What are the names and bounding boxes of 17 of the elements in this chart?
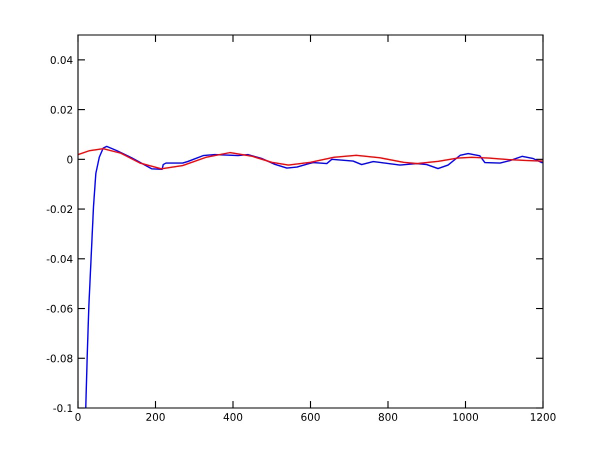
y-tick-label: -0.02 [46, 205, 72, 214]
line-series [78, 148, 543, 170]
y-tick-label: -0.1 [53, 404, 72, 412]
x-tick-label: 0 [75, 413, 81, 421]
y-tick-label: -0.06 [46, 304, 72, 313]
x-tick-label: 800 [378, 413, 398, 421]
y-tick-label: -0.08 [46, 354, 72, 362]
y-tick-label: -0.04 [46, 255, 73, 263]
x-tick-label: 1000 [453, 413, 478, 421]
x-tick-label: 400 [224, 413, 242, 421]
x-tick-label: 1200 [530, 413, 556, 421]
y-tick-label: 0.02 [50, 106, 72, 114]
y-tick-label: 0.04 [50, 56, 73, 64]
line-series [85, 146, 543, 408]
x-tick-label: 600 [301, 413, 320, 421]
y-tick-label: 0 [67, 156, 72, 164]
x-tick-label: 200 [146, 413, 165, 421]
